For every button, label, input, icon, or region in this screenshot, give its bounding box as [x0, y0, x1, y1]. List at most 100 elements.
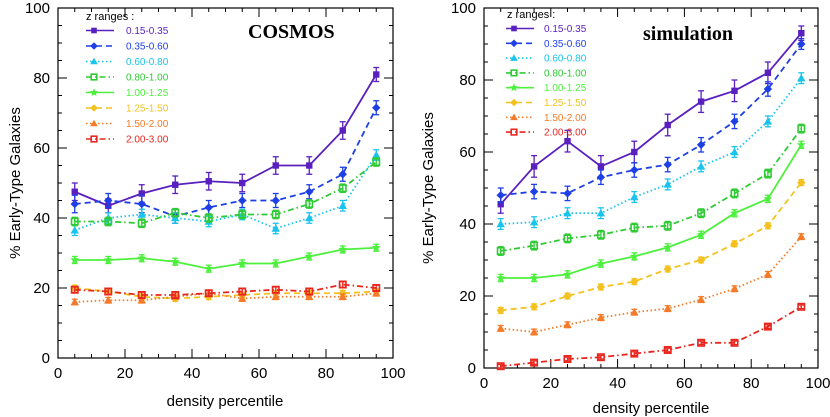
data-point — [596, 353, 605, 362]
data-point — [563, 189, 572, 198]
panel-title: COSMOS — [248, 21, 335, 43]
series-1.50-2.00 — [70, 289, 381, 306]
data-point — [238, 294, 247, 302]
data-point — [338, 170, 347, 179]
data-point — [372, 150, 381, 159]
y-tick-label: 0 — [42, 350, 50, 367]
legend: z ranges : 0.15-0.35 0.35-0.60 0.60-0.80 0.8… — [86, 11, 169, 146]
data-point — [530, 358, 539, 367]
y-tick-label: 20 — [459, 288, 476, 305]
data-point — [763, 117, 773, 125]
data-point — [696, 295, 706, 303]
series-2.00-3.00 — [70, 280, 381, 299]
data-point — [763, 169, 772, 178]
data-point — [304, 251, 314, 261]
data-point — [730, 239, 739, 248]
panel-simulation: 0 20 40 60 80 100 0 20 40 60 80 100 density percenti… — [420, 0, 830, 417]
data-point — [530, 163, 538, 170]
data-point — [338, 201, 347, 209]
data-point — [763, 194, 773, 203]
data-point — [663, 160, 672, 169]
panel-cosmos: 0 20 40 60 80 100 0 20 40 60 80 100 density percenti… — [7, 0, 406, 410]
data-point — [763, 322, 772, 331]
data-point — [70, 285, 79, 294]
y-tick-label: 40 — [459, 216, 476, 233]
x-tick-label: 100 — [805, 375, 830, 392]
data-point — [797, 74, 806, 82]
panel-title: simulation — [643, 23, 733, 45]
data-point — [730, 208, 739, 217]
data-point — [373, 71, 380, 78]
x-tick-label: 20 — [117, 365, 134, 382]
x-tick-label: 60 — [676, 375, 693, 392]
data-point — [70, 255, 80, 264]
series-1.50-2.00 — [496, 232, 806, 336]
x-tick-label: 80 — [318, 365, 335, 382]
data-point — [597, 163, 605, 170]
legend-marker — [510, 69, 518, 77]
legend-marker — [90, 57, 98, 65]
x-axis-title: density percentile — [593, 400, 710, 417]
legend-marker — [510, 54, 518, 61]
data-point — [238, 196, 247, 205]
data-point — [496, 362, 505, 371]
legend-marker — [511, 25, 517, 32]
data-point — [596, 282, 606, 292]
data-point — [797, 302, 806, 311]
data-point — [763, 221, 773, 230]
x-tick-label: 80 — [743, 375, 760, 392]
data-point — [338, 280, 347, 289]
legend-label: 0.35-0.60 — [544, 39, 587, 50]
series-line — [500, 77, 803, 225]
data-point — [796, 140, 806, 149]
series-line — [74, 107, 378, 218]
data-point — [596, 209, 606, 217]
data-point — [305, 213, 314, 222]
data-point — [763, 270, 773, 278]
data-point — [529, 273, 539, 282]
series-0.15-0.35 — [497, 25, 805, 214]
data-point — [663, 180, 672, 188]
data-point — [271, 285, 280, 294]
series-line — [500, 182, 803, 312]
data-point — [596, 258, 606, 268]
data-point — [496, 247, 505, 256]
data-point — [271, 224, 280, 232]
series-1.25-1.50 — [496, 178, 806, 315]
legend-marker — [90, 104, 98, 112]
data-point — [530, 241, 539, 250]
data-point — [797, 178, 806, 187]
data-point — [596, 313, 606, 321]
data-point — [137, 253, 147, 263]
legend-title: z ranges : — [507, 9, 555, 21]
y-tick-label: 100 — [25, 0, 50, 17]
legend-marker — [91, 27, 97, 34]
legend-marker — [510, 128, 518, 136]
data-point — [529, 327, 539, 336]
series-line — [74, 161, 377, 225]
legend-label: 0.35-0.60 — [126, 42, 169, 53]
data-point — [696, 230, 706, 239]
data-point — [630, 277, 639, 286]
y-axis-title: % Early-Type Galaxies — [7, 107, 24, 259]
data-point — [338, 244, 348, 254]
legend-label: 1.25-1.50 — [544, 98, 587, 109]
legend-marker — [510, 39, 518, 48]
data-point — [798, 30, 805, 37]
data-point — [70, 199, 79, 209]
data-point — [697, 98, 705, 105]
data-point — [529, 218, 539, 226]
data-point — [563, 320, 572, 328]
data-point — [137, 219, 146, 228]
x-tick-label: 0 — [54, 365, 62, 382]
data-point — [137, 199, 146, 209]
data-point — [731, 87, 738, 94]
data-point — [104, 217, 113, 226]
legend-label: 1.50-2.00 — [126, 119, 169, 130]
data-point — [563, 269, 572, 279]
data-point — [372, 158, 381, 167]
data-point — [170, 257, 180, 266]
series-line — [500, 32, 802, 205]
legend-label: 0.80-1.00 — [126, 73, 169, 84]
